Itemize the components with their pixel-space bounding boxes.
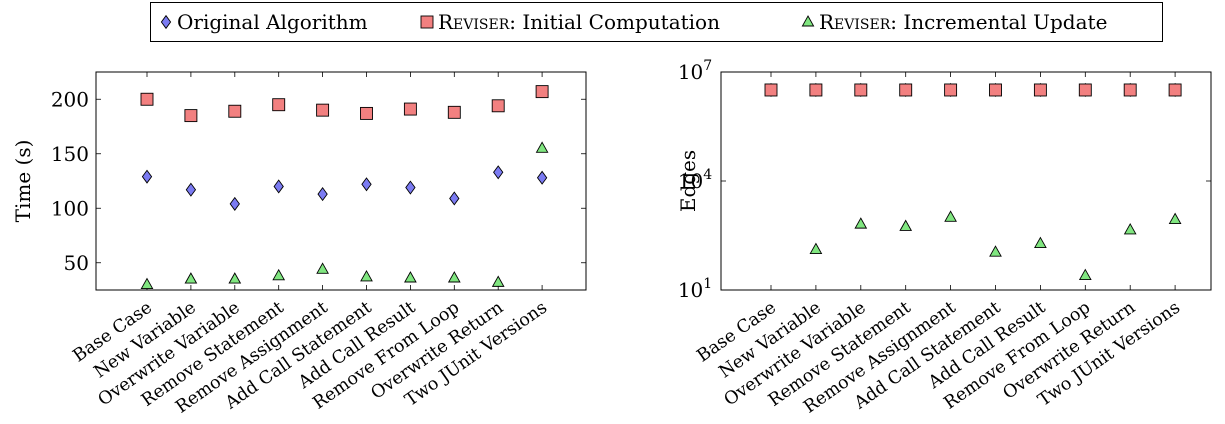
y-tick-label: 50: [64, 251, 89, 275]
legend-marker-1: [160, 14, 172, 30]
data-point: [1033, 83, 1047, 97]
data-point: [899, 219, 913, 231]
data-point: [535, 141, 549, 153]
data-point: [317, 187, 328, 202]
legend-marker-2: [420, 15, 434, 29]
y-tick-label: 100: [51, 196, 89, 220]
data-point: [1034, 236, 1047, 248]
data-point: [229, 196, 240, 211]
data-point: [273, 179, 284, 194]
data-point: [184, 109, 198, 123]
data-point: [944, 210, 957, 222]
data-point: [1168, 83, 1182, 97]
data-point: [1168, 212, 1182, 224]
y-tick-label: 107: [678, 58, 712, 84]
legend-label-prefix: Reviser: [438, 10, 510, 34]
data-point: [316, 103, 330, 117]
legend-label-suffix: : Initial Computation: [509, 10, 720, 34]
y-axis-label: Edges: [676, 150, 700, 212]
data-point: [854, 83, 868, 97]
data-point: [493, 165, 504, 180]
y-tick-label: 104: [678, 167, 712, 193]
data-point: [1123, 223, 1137, 235]
data-point: [140, 92, 154, 106]
y-tick-label: 150: [51, 142, 89, 166]
legend-label-2: Reviser: Initial Computation: [438, 10, 720, 34]
data-point: [899, 83, 913, 97]
data-point: [491, 275, 505, 287]
legend-label-prefix: Reviser: [819, 10, 891, 34]
data-point: [1123, 83, 1137, 97]
plot-frame: [720, 71, 1212, 291]
data-point: [989, 245, 1002, 257]
data-point: [447, 271, 461, 283]
data-point: [491, 99, 505, 113]
data-point: [764, 83, 778, 97]
legend: Original Algorithm Reviser: Initial Compu…: [150, 2, 1163, 42]
y-tick-label: 200: [51, 87, 89, 111]
legend-box: [150, 2, 1163, 42]
legend-label-suffix: : Incremental Update: [890, 10, 1107, 34]
data-point: [447, 105, 461, 119]
data-point: [989, 83, 1002, 97]
data-point: [1078, 268, 1092, 280]
legend-marker-3: [801, 15, 815, 27]
data-point: [809, 242, 823, 254]
data-point: [184, 272, 198, 284]
data-point: [403, 102, 417, 116]
data-point: [185, 182, 197, 197]
data-point: [535, 85, 549, 99]
data-point: [809, 83, 823, 97]
data-point: [405, 180, 416, 195]
data-point: [449, 191, 460, 206]
data-point: [536, 170, 548, 185]
data-point: [360, 269, 373, 282]
y-axis-label: Time (s): [11, 140, 35, 223]
data-point: [361, 177, 372, 192]
data-point: [140, 277, 154, 289]
plot-frame: [95, 71, 587, 291]
data-point: [228, 272, 242, 284]
data-point: [141, 169, 153, 184]
y-tick-label: 101: [678, 276, 712, 302]
data-point: [316, 262, 329, 274]
legend-label-1: Original Algorithm: [177, 10, 368, 34]
data-point: [944, 83, 958, 97]
data-point: [854, 217, 868, 229]
data-point: [1078, 83, 1092, 97]
data-point: [360, 106, 373, 120]
data-point: [404, 271, 417, 283]
data-point: [228, 104, 242, 118]
legend-label-3: Reviser: Incremental Update: [819, 10, 1107, 34]
data-point: [272, 268, 286, 281]
data-point: [272, 98, 286, 112]
